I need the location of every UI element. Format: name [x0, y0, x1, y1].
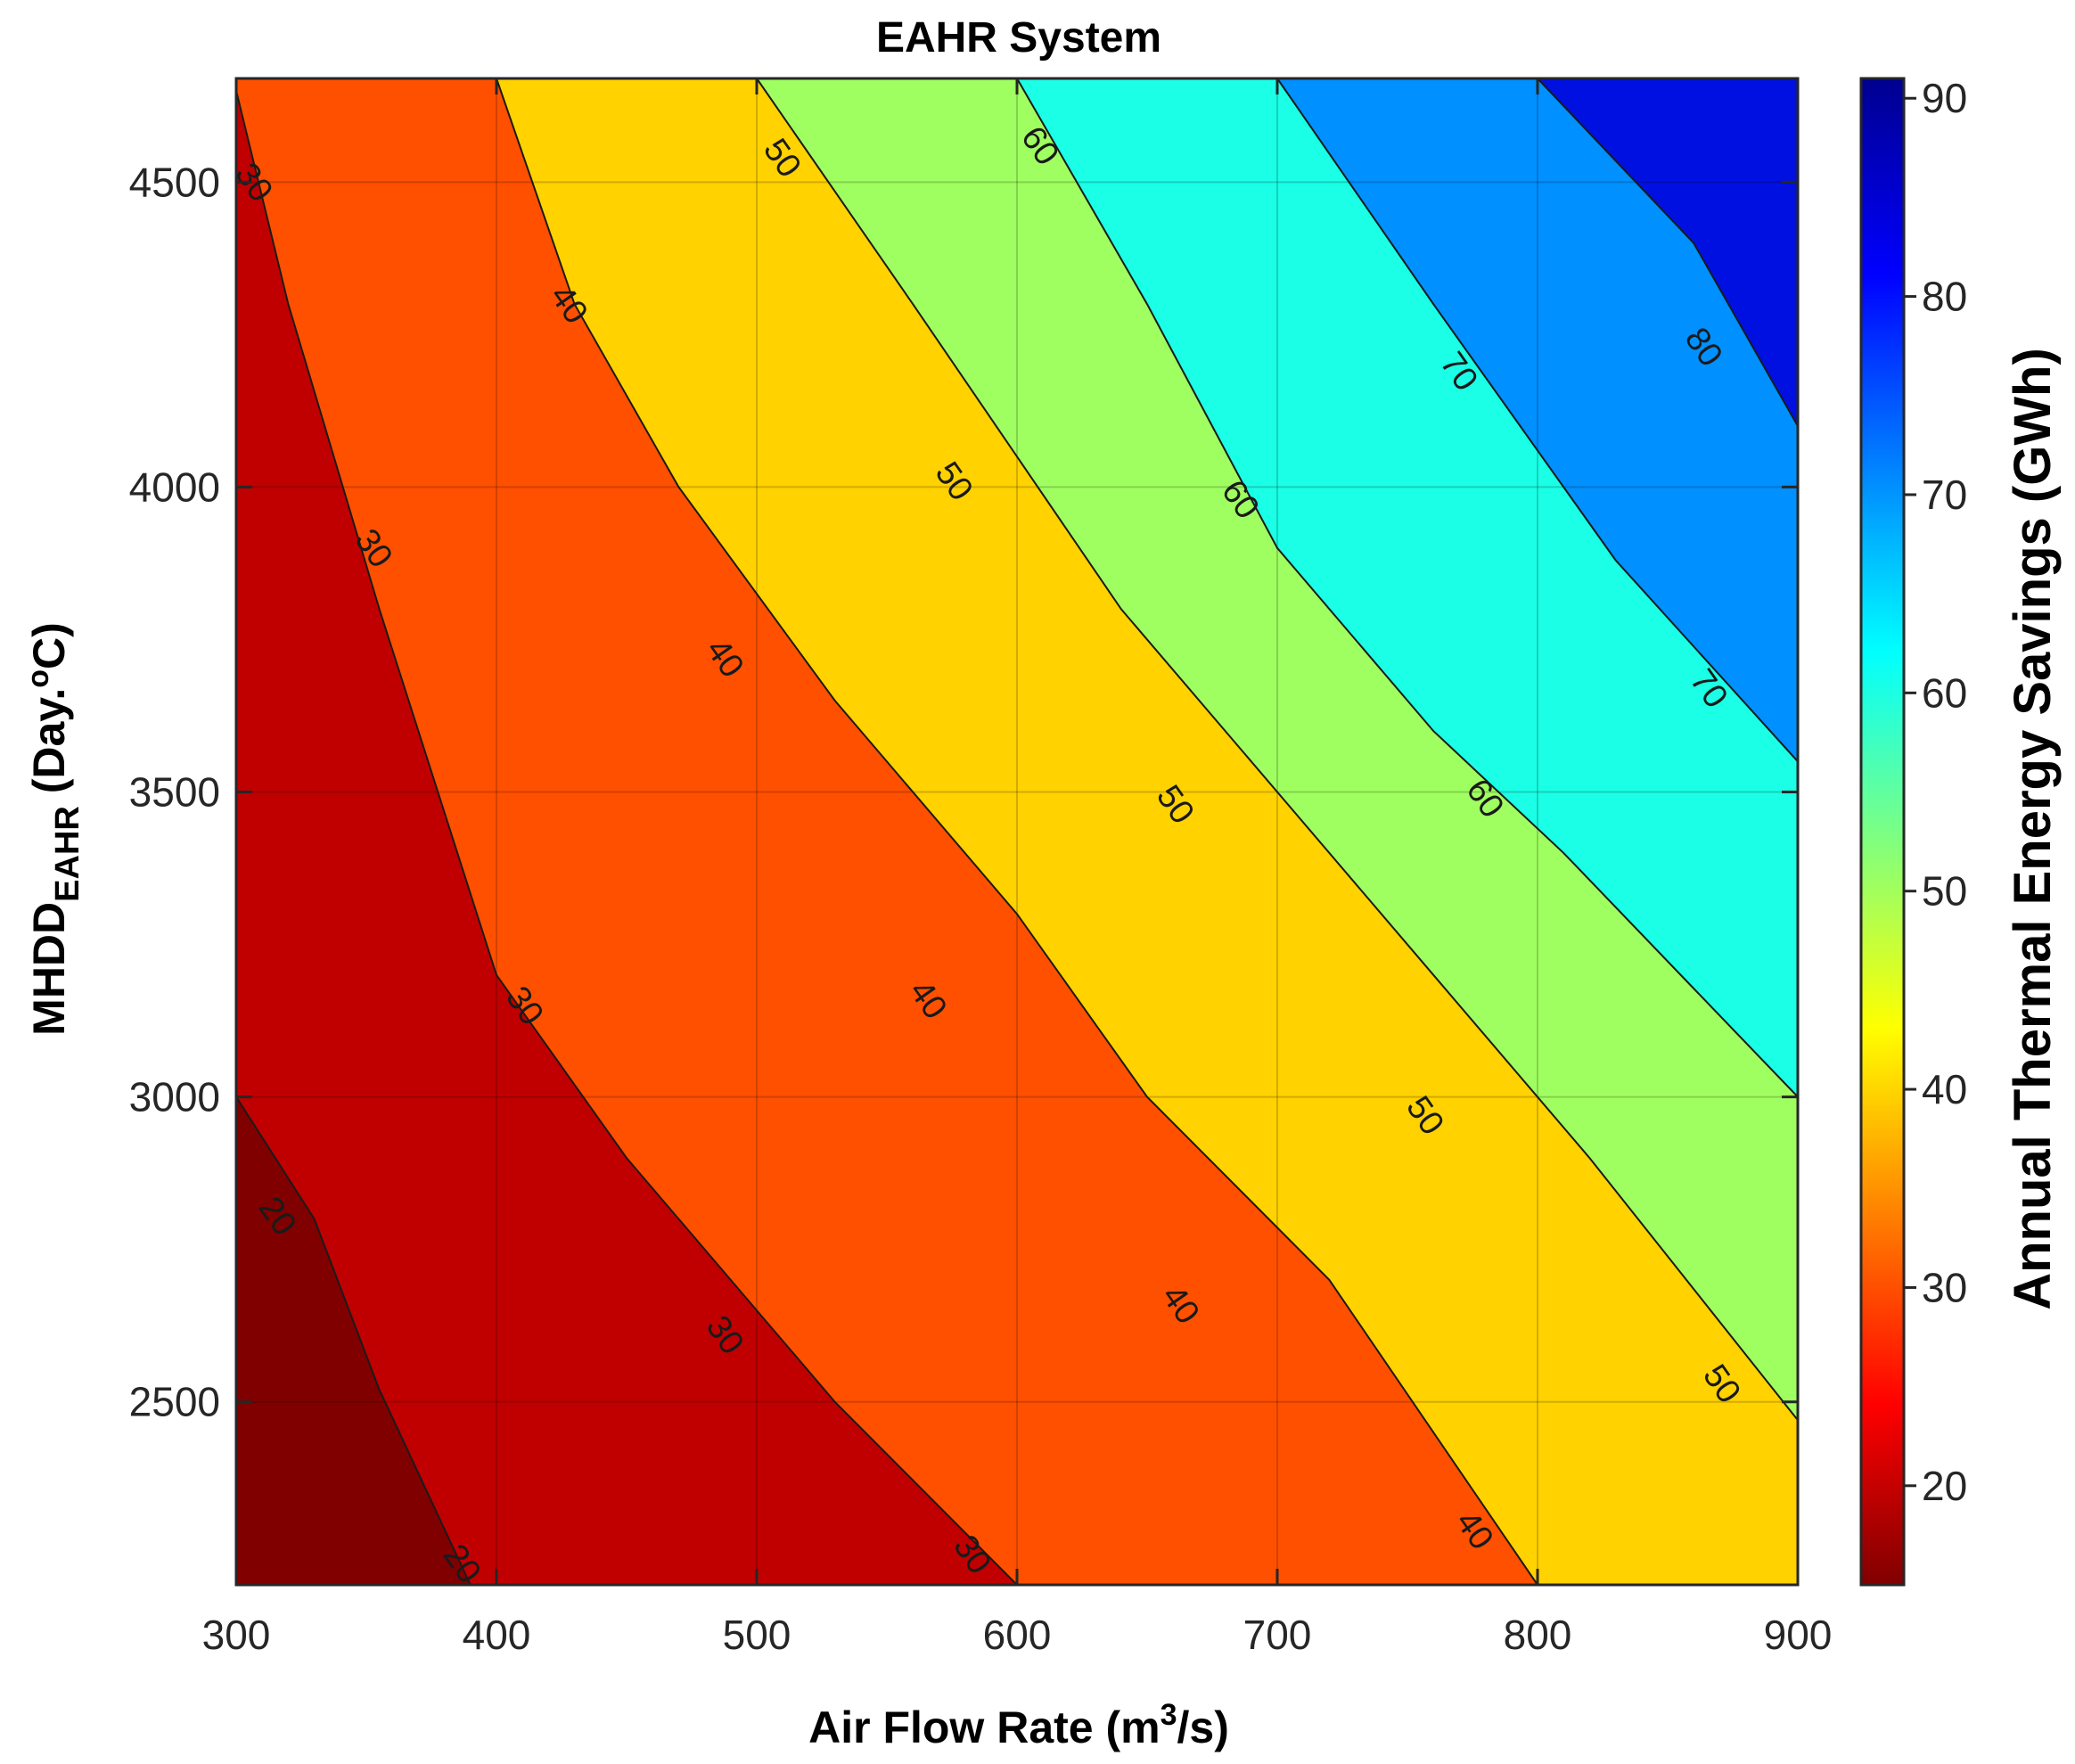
region-70-80 [1277, 78, 1798, 762]
region-60-70 [1017, 78, 1798, 1097]
cb-tick-label-80: 80 [1922, 274, 1967, 320]
x-tick-label-600: 600 [983, 1612, 1052, 1658]
region-below-20 [236, 1096, 471, 1585]
contour-line-60 [1016, 78, 1799, 1098]
x-tick-label-900: 900 [1764, 1612, 1833, 1658]
x-axis-ticks: 300 400 500 600 700 800 900 [202, 78, 1833, 1658]
x-axis-label: Air Flow Rate (m3/s) [808, 1698, 1229, 1752]
cb-tick-label-40: 40 [1922, 1066, 1967, 1112]
plot-area [236, 78, 1798, 1586]
y-tick-label-4000: 4000 [129, 464, 220, 510]
x-tick-label-800: 800 [1504, 1612, 1572, 1658]
contour-lines [235, 78, 1799, 1586]
contour-line-50 [756, 78, 1799, 1421]
contour-line-80 [1537, 78, 1799, 427]
contour-line-30 [235, 90, 1018, 1586]
y-tick-label-3500: 3500 [129, 769, 220, 816]
cb-tick-label-30: 30 [1922, 1264, 1967, 1310]
region-above-80 [1538, 78, 1798, 426]
cb-tick-label-20: 20 [1922, 1463, 1967, 1509]
x-tick-label-300: 300 [202, 1612, 271, 1658]
region-20-30 [236, 90, 1017, 1586]
y-tick-label-4500: 4500 [129, 159, 220, 205]
x-tick-label-400: 400 [463, 1612, 531, 1658]
colorbar [1859, 77, 1906, 1587]
cb-tick-label-60: 60 [1922, 669, 1967, 716]
chart-title: EAHR System [876, 14, 1161, 62]
colorbar-ticks: 20 30 40 50 60 70 80 90 [1904, 75, 1967, 1509]
x-tick-label-700: 700 [1243, 1612, 1312, 1658]
cb-tick-label-90: 90 [1922, 75, 1967, 121]
x-tick-label-500: 500 [723, 1612, 791, 1658]
y-tick-label-3000: 3000 [129, 1074, 220, 1120]
contour-line-20 [235, 1096, 472, 1586]
cb-tick-label-50: 50 [1922, 868, 1967, 915]
y-tick-label-2500: 2500 [129, 1379, 220, 1425]
region-40-50 [496, 78, 1798, 1585]
contour-line-70 [1276, 78, 1799, 762]
contour-line-40 [496, 78, 1538, 1586]
colorbar-label: Annual Thermal Energy Savings (GWh) [2004, 348, 2062, 1310]
y-axis-label: MHDDEAHR (Day.oC) [21, 622, 86, 1036]
cb-tick-label-70: 70 [1922, 472, 1967, 518]
region-50-60 [757, 78, 1798, 1421]
y-axis-ticks: 2500 3000 3500 4000 4500 [129, 159, 1798, 1425]
region-30-40 [236, 78, 1538, 1585]
